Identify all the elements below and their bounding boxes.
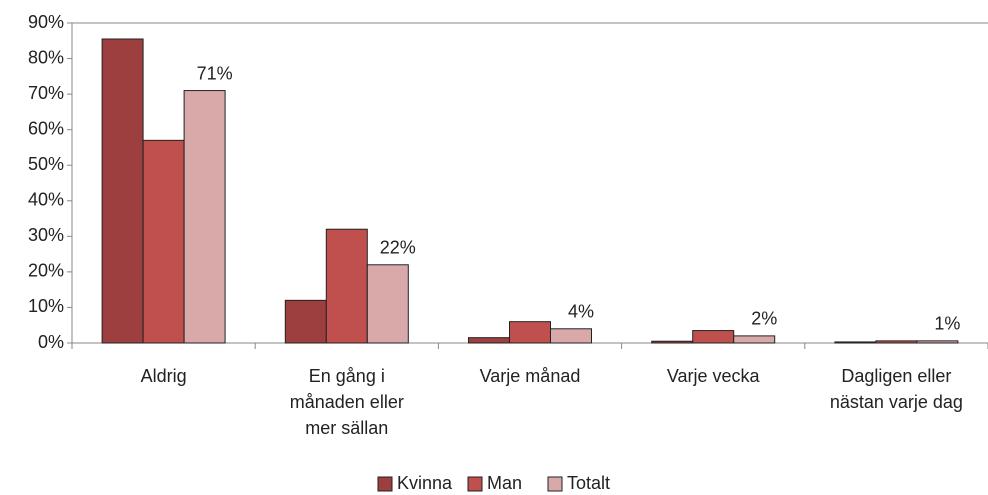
bar: [834, 341, 877, 344]
bar: [692, 330, 735, 344]
data-label: 22%: [380, 238, 416, 258]
x-tick-label: Dagligen eller nästan varje dag: [829, 366, 963, 412]
bar: [875, 340, 918, 344]
y-tick-label: 10%: [28, 296, 64, 316]
bar: [325, 228, 368, 344]
bar: [284, 299, 327, 344]
x-tick-label: Varje månad: [479, 366, 581, 386]
y-tick-label: 20%: [28, 261, 64, 281]
bar: [651, 340, 694, 344]
bar: [550, 328, 592, 344]
y-tick-label: 30%: [28, 225, 64, 245]
legend-label: Totalt: [567, 473, 610, 493]
data-label: 2%: [751, 309, 777, 329]
bar: [509, 321, 551, 344]
data-label: 71%: [197, 63, 233, 83]
x-tick-label: Aldrig: [140, 366, 187, 386]
legend-swatch: [467, 476, 483, 492]
legend-label: Kvinna: [397, 473, 453, 493]
y-tick-label: 40%: [28, 190, 64, 210]
y-tick-label: 60%: [28, 118, 64, 138]
bar: [733, 335, 776, 344]
data-label: 4%: [568, 302, 594, 322]
y-tick-label: 80%: [28, 47, 64, 67]
y-tick-label: 90%: [28, 12, 64, 32]
bar: [366, 264, 409, 344]
bar: [101, 38, 144, 344]
y-tick-label: 50%: [28, 154, 64, 174]
legend-label: Man: [487, 473, 522, 493]
y-tick-label: 70%: [28, 83, 64, 103]
bar: [183, 90, 226, 344]
bar: [142, 139, 185, 344]
x-tick-label: Varje vecka: [666, 366, 760, 386]
bar: [468, 337, 510, 344]
y-tick-label: 0%: [38, 332, 64, 352]
bar: [916, 340, 959, 344]
legend-swatch: [547, 476, 563, 492]
legend-swatch: [377, 476, 393, 492]
data-label: 1%: [934, 314, 960, 334]
x-tick-label: En gång i månaden eller mer sällan: [289, 366, 404, 438]
